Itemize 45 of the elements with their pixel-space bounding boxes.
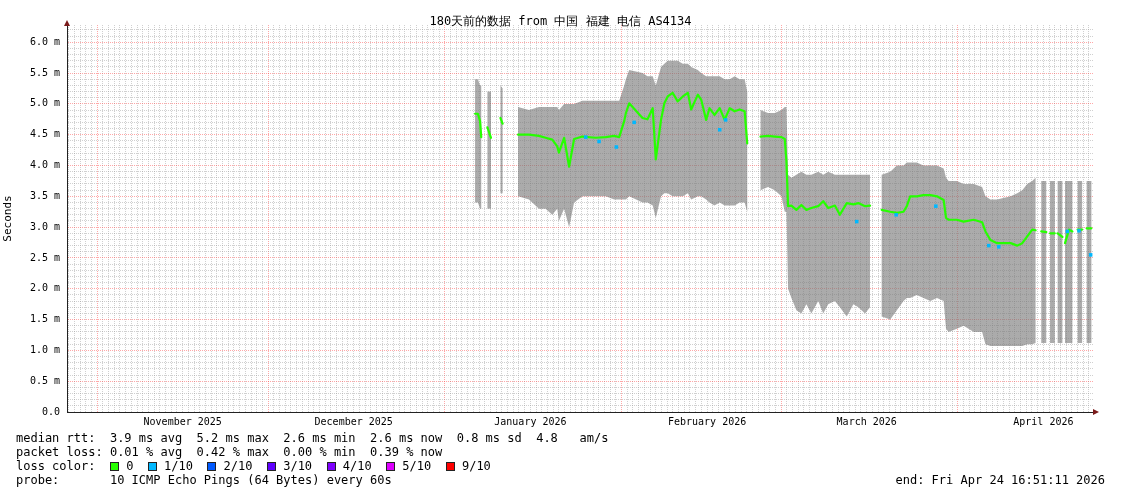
y-tick-label: 1.5 m <box>29 313 60 325</box>
legend-label: 4/10 <box>342 459 372 473</box>
point <box>1088 253 1093 257</box>
legend-title: loss color: <box>16 459 97 473</box>
y-tick-label: 5.5 m <box>29 66 60 78</box>
point <box>632 120 636 125</box>
point <box>717 127 722 132</box>
legend-label: 9/10 <box>461 459 491 473</box>
y-tick-label: 2.5 m <box>29 251 60 263</box>
point <box>614 145 619 149</box>
text: end: Fri Apr 24 16:51:11 2026 <box>895 473 1105 487</box>
x-tick-label: March 2026 <box>836 415 897 427</box>
legend-label: 2/10 <box>223 459 253 473</box>
point <box>934 204 938 208</box>
chart-title: 180天前的数据 from 中国 福建 电信 AS4134 <box>428 13 693 29</box>
y-tick-label: 3.5 m <box>29 189 60 201</box>
x-tick-label: April 2026 <box>1013 415 1074 427</box>
point <box>987 243 991 248</box>
point <box>583 135 588 139</box>
point <box>894 213 898 217</box>
legend-label: 3/10 <box>283 459 313 473</box>
point <box>996 245 1001 249</box>
y-tick-label: 2.0 m <box>29 282 60 294</box>
y-axis-title: Seconds <box>1 195 15 242</box>
legend-label: 1/10 <box>164 459 193 473</box>
x-tick-label: January 2026 <box>494 415 567 427</box>
text: median rtt: 3.9 ms avg 5.2 ms max 2.6 ms min 2.6 ms now 0.8 ms sd 4.8 am/s <box>16 431 610 445</box>
y-tick-label: 1.0 m <box>29 343 60 355</box>
legend-label: 5/10 <box>402 459 432 473</box>
x-tick-label: November 2025 <box>143 415 222 427</box>
point <box>597 139 601 144</box>
text: packet loss: 0.01 % avg 0.42 % max 0.00 % min 0.39 % now <box>16 445 444 459</box>
point <box>1077 229 1081 233</box>
y-tick-label: 5.0 m <box>29 97 60 109</box>
y-tick-label: 3.0 m <box>29 220 60 232</box>
legend-label: 0 <box>126 459 134 473</box>
y-tick-label: 6.0 m <box>29 35 60 47</box>
x-tick-label: February 2026 <box>667 415 747 427</box>
y-tick-label: 4.5 m <box>29 128 60 140</box>
x-tick-label: December 2025 <box>314 415 393 427</box>
text: probe: 10 ICMP Echo Pings (64 Bytes) every 60s <box>16 473 392 487</box>
point <box>723 118 728 122</box>
y-tick-label: 4.0 m <box>29 159 60 171</box>
y-tick-label: 0.0 <box>41 405 60 417</box>
y-tick-label: 0.5 m <box>29 374 60 386</box>
